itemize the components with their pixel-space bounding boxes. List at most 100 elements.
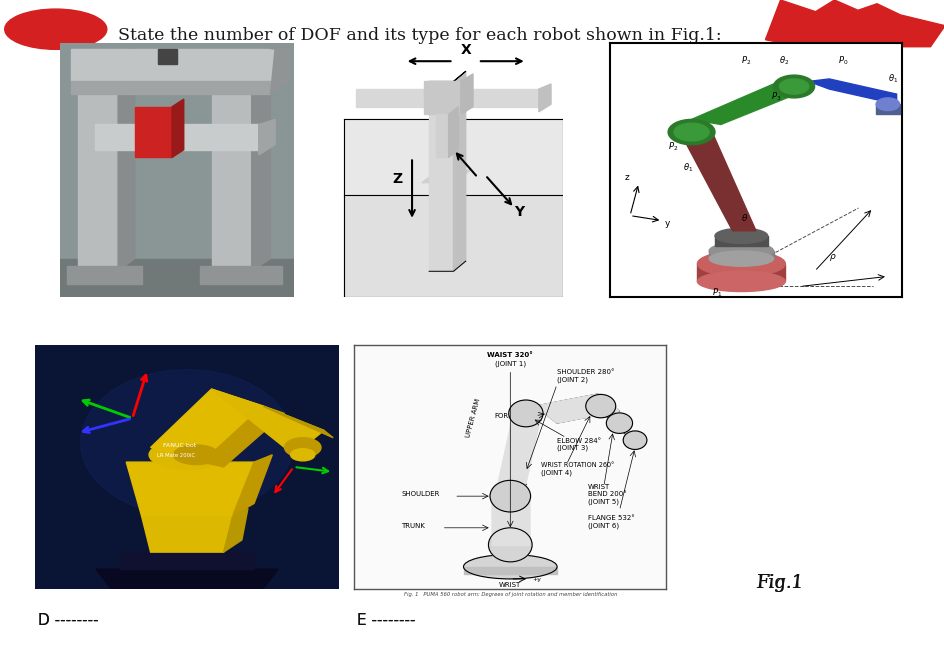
Text: z: z (624, 173, 629, 182)
Polygon shape (344, 119, 563, 297)
Polygon shape (429, 81, 453, 271)
Polygon shape (172, 99, 183, 157)
Polygon shape (448, 106, 458, 157)
Polygon shape (118, 49, 134, 271)
Polygon shape (259, 119, 275, 155)
Polygon shape (421, 170, 470, 183)
Text: State the number of DOF and its type for each robot shown in Fig.1:: State the number of DOF and its type for… (118, 27, 721, 44)
Ellipse shape (773, 75, 814, 98)
Polygon shape (875, 104, 899, 114)
Text: (JOINT 4): (JOINT 4) (541, 469, 572, 476)
Circle shape (622, 431, 647, 449)
Polygon shape (491, 496, 529, 545)
Polygon shape (59, 258, 294, 297)
Text: $\theta$: $\theta$ (740, 212, 748, 223)
Polygon shape (142, 515, 232, 552)
Ellipse shape (284, 437, 321, 457)
Text: (JOINT 3): (JOINT 3) (557, 445, 587, 452)
Polygon shape (150, 389, 262, 462)
Text: +y: +y (531, 578, 541, 582)
Polygon shape (691, 81, 808, 125)
Ellipse shape (673, 123, 708, 141)
Ellipse shape (463, 554, 557, 579)
Polygon shape (134, 106, 172, 157)
Circle shape (606, 413, 632, 434)
Text: Fig.1: Fig.1 (755, 574, 802, 593)
Text: WRIST: WRIST (498, 582, 521, 589)
Polygon shape (211, 56, 251, 271)
Ellipse shape (5, 9, 107, 49)
Polygon shape (232, 455, 272, 515)
Polygon shape (270, 49, 289, 94)
Circle shape (488, 528, 531, 562)
Ellipse shape (290, 448, 314, 461)
Text: WRIST ROTATION 260°: WRIST ROTATION 260° (541, 462, 615, 468)
Text: $\theta_1$: $\theta_1$ (886, 73, 897, 85)
Polygon shape (71, 81, 270, 94)
Polygon shape (715, 236, 767, 246)
Polygon shape (158, 49, 177, 64)
Text: Fig. 1   PUMA 560 robot arm: Degrees of joint rotation and member identification: Fig. 1 PUMA 560 robot arm: Degrees of jo… (403, 592, 616, 597)
Text: B--------: B-------- (354, 352, 409, 367)
Text: (JOINT 5): (JOINT 5) (587, 498, 618, 505)
Text: Fig.1: Fig.1 (755, 574, 802, 593)
Polygon shape (94, 125, 259, 150)
Polygon shape (708, 251, 773, 258)
Polygon shape (344, 195, 563, 297)
Text: TRUNK: TRUNK (400, 523, 425, 529)
Text: $P_3$: $P_3$ (770, 90, 780, 103)
Text: ELBOW 284°: ELBOW 284° (557, 437, 600, 444)
Polygon shape (682, 132, 755, 231)
Text: $\theta_2$: $\theta_2$ (779, 55, 789, 67)
Text: FOREARM: FOREARM (495, 413, 528, 419)
Text: FLANGE 532°: FLANGE 532° (587, 515, 634, 522)
Text: $P_2$: $P_2$ (740, 55, 750, 67)
Text: E --------: E -------- (357, 613, 415, 628)
Polygon shape (262, 406, 333, 437)
Text: B--------: B-------- (354, 352, 409, 367)
Text: (JOINT 6): (JOINT 6) (587, 523, 618, 530)
Text: (JOINT 1): (JOINT 1) (495, 361, 525, 367)
Ellipse shape (708, 251, 773, 266)
Text: BEND 200°: BEND 200° (587, 491, 627, 497)
Polygon shape (436, 114, 448, 157)
Text: A--------: A-------- (38, 352, 92, 367)
Text: D --------: D -------- (38, 613, 98, 628)
Polygon shape (35, 345, 339, 589)
Polygon shape (453, 71, 465, 271)
Ellipse shape (667, 119, 715, 145)
Text: Z: Z (392, 172, 402, 186)
Polygon shape (251, 49, 270, 271)
Ellipse shape (708, 242, 773, 260)
Ellipse shape (80, 370, 294, 515)
Ellipse shape (174, 445, 219, 465)
Text: SHOULDER 280°: SHOULDER 280° (557, 369, 614, 376)
Polygon shape (534, 394, 619, 423)
Text: $\theta_1$: $\theta_1$ (682, 161, 692, 173)
Text: $P_0$: $P_0$ (837, 55, 848, 67)
Polygon shape (344, 119, 563, 195)
Text: $P_2$: $P_2$ (667, 141, 678, 153)
Text: D --------: D -------- (38, 613, 98, 628)
Polygon shape (538, 84, 550, 112)
Ellipse shape (149, 440, 225, 469)
Polygon shape (497, 413, 541, 484)
Polygon shape (461, 74, 473, 114)
Text: C--------: C-------- (609, 352, 664, 367)
Polygon shape (71, 49, 275, 81)
Polygon shape (200, 266, 282, 284)
Text: E --------: E -------- (357, 613, 415, 628)
Text: Y: Y (514, 204, 524, 219)
Text: X: X (460, 43, 470, 56)
Polygon shape (66, 266, 142, 284)
Text: LR Mate 200iC: LR Mate 200iC (157, 453, 194, 458)
Text: SHOULDER: SHOULDER (400, 491, 439, 497)
Text: $\rho$: $\rho$ (829, 252, 836, 263)
Polygon shape (765, 0, 944, 47)
Polygon shape (424, 81, 461, 114)
Text: (JOINT 2): (JOINT 2) (557, 377, 587, 384)
Polygon shape (120, 552, 254, 569)
Polygon shape (697, 263, 784, 282)
Text: FANUC bot: FANUC bot (162, 443, 195, 448)
Polygon shape (202, 406, 284, 467)
